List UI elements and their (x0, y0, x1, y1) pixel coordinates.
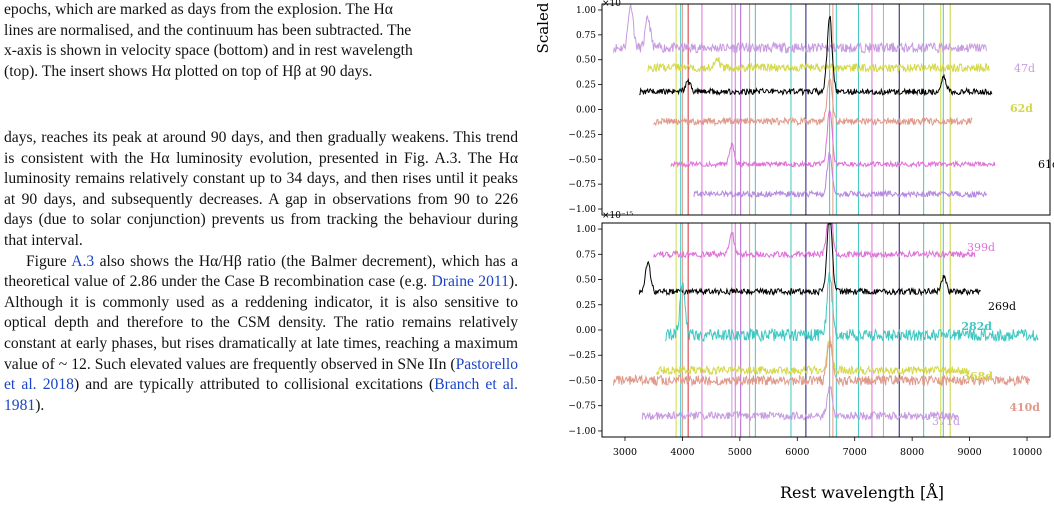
spectrum-line (639, 15, 993, 97)
spectrum-epoch-label: 269d (988, 300, 1016, 313)
spectrum-epoch-label: 371d (932, 415, 960, 428)
ref-figure-a3[interactable]: A.3 (71, 252, 95, 270)
paragraph-1: days, reaches its peak at around 90 days… (4, 129, 518, 249)
x-tick-label: 9000 (957, 447, 981, 458)
top-panel-frame (601, 3, 1051, 216)
x-tick-label: 6000 (785, 447, 809, 458)
ref-pastorello-2018[interactable]: Pastorello et al. 2018 (4, 355, 518, 394)
caption-line: epochs, which are marked as days from th… (4, 1, 393, 18)
p2-text-d: ) and are typically attributed to collis… (73, 376, 435, 394)
y-tick-label: 0.75 (576, 31, 596, 41)
p2-text-a: Figure (26, 252, 72, 270)
y-tick-label: −0.75 (568, 402, 596, 412)
spectrum-epoch-label: 410d (1009, 401, 1040, 414)
bottom-panel-frame (601, 222, 1051, 438)
spectrum-line (613, 3, 987, 54)
body-text: days, reaches its peak at around 90 days… (4, 128, 518, 416)
y-tick-label: 1.00 (576, 6, 596, 16)
y-axis-label-fragment: Scaled (534, 2, 552, 53)
p2-text-c: ). Although it is commonly used as a red… (4, 273, 519, 373)
x-axis-ticks: 3000 4000 5000 6000 7000 8000 9000 10000 (613, 437, 1042, 458)
x-tick-label: 8000 (900, 447, 924, 458)
top-panel: 1.00 0.75 0.50 0.25 0.00 −0.25 −0.50 −0.75 −1.00… (568, 3, 1054, 216)
paragraph-2: Figure A.3 also shows the Hα/Hβ ratio (t… (4, 252, 518, 417)
x-tick-label: 7000 (843, 447, 867, 458)
spectrum-epoch-label: 61d (1038, 158, 1054, 171)
y-tick-label: 0.00 (576, 326, 596, 336)
spectrum-line (693, 151, 988, 199)
y-tick-label: −0.25 (568, 351, 596, 361)
y-tick-label: 0.25 (576, 81, 596, 91)
y-tick-label: 0.50 (576, 276, 596, 286)
spectra-figure-svg: Scaled ×10 1.000.750.500.250.00−0.25−0.5… (534, 0, 1054, 502)
spectrum-line (647, 56, 990, 74)
x-tick-label: 10000 (1012, 447, 1042, 458)
spectrum-epoch-label: 62d (1010, 102, 1033, 115)
figure-caption-tail: epochs, which are marked as days from th… (4, 0, 518, 82)
y-tick-label: 1.00 (576, 225, 596, 235)
spectrum-epoch-label: 282d (961, 320, 992, 333)
bottom-panel-exponent: ×10⁻¹⁵ (602, 211, 633, 221)
y-tick-label: −0.50 (568, 376, 596, 386)
y-tick-label: −1.00 (568, 427, 596, 437)
y-tick-label: 0.00 (576, 106, 596, 116)
spectrum-line (638, 223, 981, 297)
spectrum-line (656, 339, 970, 377)
spectrum-line (641, 386, 959, 422)
x-axis-label: Rest wavelength [Å] (780, 482, 944, 502)
caption-line: lines are normalised, and the continuum … (4, 21, 412, 39)
p2-text-e: ). (35, 396, 45, 414)
x-tick-label: 5000 (728, 447, 752, 458)
y-tick-label: −0.50 (568, 155, 596, 165)
ref-draine-2011[interactable]: Draine 2011 (431, 273, 509, 291)
spectrum-line (653, 223, 976, 259)
bottom-panel: 1.00 0.75 0.50 0.25 0.00 −0.25 −0.50 −0.75 −1.00… (568, 222, 1051, 438)
y-tick-label: 0.25 (576, 301, 596, 311)
y-tick-label: 0.50 (576, 56, 596, 66)
y-tick-label: −0.25 (568, 130, 596, 140)
spectrum-line (613, 335, 1031, 388)
y-tick-label: −0.75 (568, 180, 596, 190)
spectra-figure: Scaled ×10 1.00 0.75 0.50 0.25 0.00 −0.25 −0.5… (530, 0, 1054, 504)
y-tick-label: 0.75 (576, 250, 596, 260)
spectrum-line (670, 109, 996, 169)
x-tick-label: 4000 (670, 447, 694, 458)
left-text-column: epochs, which are marked as days from th… (0, 0, 520, 504)
p2-text-b: also shows the Hα/Hβ ratio (the Balmer d… (4, 252, 518, 291)
ref-branch-1981[interactable]: Branch et al. 1981 (4, 376, 518, 414)
x-tick-label: 3000 (613, 447, 637, 458)
caption-line: (top). The insert shows Hα plotted on to… (4, 62, 373, 80)
spectrum-epoch-label: 368d (962, 370, 993, 383)
spectrum-epoch-label: 47d (1014, 62, 1035, 75)
spectrum-epoch-label: 399d (967, 241, 995, 254)
y-tick-label: −1.00 (568, 205, 596, 215)
spectrum-line (664, 271, 1039, 343)
spectrum-line (653, 78, 973, 127)
caption-line: x-axis is shown in velocity space (botto… (4, 42, 413, 60)
